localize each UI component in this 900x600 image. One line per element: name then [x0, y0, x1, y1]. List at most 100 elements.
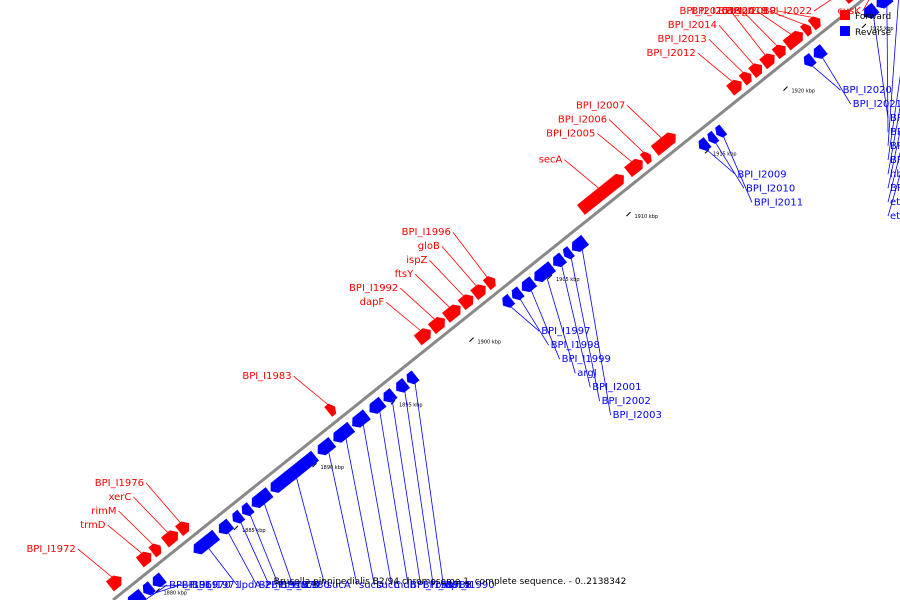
- gene-bpi-i2011-arrow[interactable]: [715, 124, 728, 138]
- gene-aspa-arrow[interactable]: [782, 30, 803, 51]
- gene-bpi-i1997-label[interactable]: BPI_I1997: [541, 326, 590, 337]
- gene-bpi-i2002-arrow[interactable]: [562, 246, 575, 260]
- gene-aspa-label[interactable]: aspA: [730, 6, 755, 17]
- gene-bpi-i2002-label[interactable]: BPI_I2002: [602, 396, 651, 407]
- gene-glob-label[interactable]: gloB: [418, 241, 440, 252]
- gene-bpi-i1972-label[interactable]: BPI_I1972: [26, 544, 75, 555]
- gene-omp19-arrow[interactable]: [396, 377, 411, 393]
- gene-succ-arrow[interactable]: [333, 421, 356, 443]
- gene-bpi-i2013-label[interactable]: BPI_I2013: [658, 34, 707, 45]
- gene-bpi-i1979-label[interactable]: BPI_I1979: [271, 580, 320, 591]
- gene-bpi-i1972-arrow[interactable]: [105, 575, 122, 592]
- gene-bpi-i2022-arrow[interactable]: [841, 0, 859, 4]
- gene-sucd-arrow[interactable]: [317, 436, 337, 456]
- gene-bpi-i1996-arrow[interactable]: [482, 276, 496, 291]
- gene-bpi-i1992-arrow[interactable]: [427, 316, 445, 335]
- gene-rimm-arrow[interactable]: [148, 543, 162, 558]
- gene-bpi-i2016-label[interactable]: BPI_I2016: [691, 6, 740, 17]
- gene-bpi-i1999-label[interactable]: BPI_I1999: [562, 354, 611, 365]
- gene-sucd-label[interactable]: sucD: [359, 580, 384, 591]
- gene-bpi-i2001-label[interactable]: BPI_I2001: [592, 382, 641, 393]
- gene-mdh-arrow[interactable]: [352, 409, 371, 428]
- gene-bpi-i2007-arrow[interactable]: [650, 132, 676, 156]
- gene-bpi-i2012-label[interactable]: BPI_I2012: [647, 48, 696, 59]
- gene-sucb-label[interactable]: sucB: [295, 580, 319, 591]
- gene-suca-label[interactable]: sucA: [327, 580, 351, 591]
- gene-bpi-i1992-label[interactable]: BPI_I1992: [349, 283, 398, 294]
- gene-bpi-i2014-label[interactable]: BPI_I2014: [668, 20, 717, 31]
- gene-bpi-i2023-label[interactable]: BPI_I2023: [890, 113, 900, 124]
- gene-bpi-i2001-arrow[interactable]: [553, 252, 568, 268]
- gene-etfa-1-label[interactable]: etfA-1: [890, 197, 900, 208]
- gene-bpi-i2021-arrow[interactable]: [813, 44, 828, 59]
- gene-bpi-i1988-arrow[interactable]: [383, 388, 398, 403]
- gene-bpi-i2020-arrow[interactable]: [803, 52, 817, 67]
- gene-seca-arrow[interactable]: [576, 173, 624, 215]
- gene-bpi-i1990-label[interactable]: BPI_I1990: [445, 580, 494, 591]
- gene-glob-arrow[interactable]: [470, 284, 486, 301]
- gene-bpi-i2010-label[interactable]: BPI_I2010: [746, 183, 795, 194]
- gene-bpi-i2003-arrow[interactable]: [571, 234, 590, 252]
- gene-bpi-i1971-label[interactable]: BPI_I1971: [192, 580, 241, 591]
- gene-bpi-i1978-arrow[interactable]: [218, 518, 235, 535]
- gene-etfb-1-label[interactable]: etfB-1: [890, 211, 900, 222]
- gene-bpi-i2015-arrow[interactable]: [759, 53, 775, 70]
- gene-bpi-i1970-arrow[interactable]: [142, 581, 156, 596]
- gene-bpi-i1980-arrow[interactable]: [241, 502, 255, 517]
- gene-bpi-i2013-arrow[interactable]: [738, 71, 752, 86]
- gene-bpi-i2005-arrow[interactable]: [624, 158, 643, 178]
- gene-bpi-i2014-arrow[interactable]: [748, 63, 763, 79]
- gene-bpi-i2003-label[interactable]: BPI_I2003: [613, 410, 662, 421]
- gene-bpi-i2016-arrow[interactable]: [771, 44, 786, 60]
- gene-dapf-arrow[interactable]: [413, 328, 431, 346]
- gene-ispz-label[interactable]: ispZ: [406, 255, 427, 266]
- gene-bpi-i1996-label[interactable]: BPI_I1996: [402, 227, 451, 238]
- gene-xerc-label[interactable]: xerC: [109, 492, 132, 503]
- gene-bpi-i1971-arrow[interactable]: [152, 572, 167, 588]
- gene-bpi-i1990-arrow[interactable]: [406, 370, 420, 385]
- gene-bpi-i2009-label[interactable]: BPI_I2009: [737, 169, 786, 180]
- gene-bpi-i2012-arrow[interactable]: [726, 79, 742, 96]
- gene-suca-arrow[interactable]: [270, 450, 320, 493]
- gene-bpi-i2024-arrow[interactable]: [876, 0, 894, 9]
- gene-bpi-i2015-label[interactable]: BPI_I2015: [680, 6, 729, 17]
- gene-bpi-i1978-label[interactable]: BPI_I1978: [259, 580, 308, 591]
- gene-bpi-i2010-arrow[interactable]: [707, 130, 720, 144]
- gene-bpi-i2024-label[interactable]: BPI_I2024: [890, 127, 900, 138]
- gene-seca-label[interactable]: secA: [539, 155, 563, 166]
- gene-bpi-i2027-label[interactable]: BPI_I2027: [890, 155, 900, 166]
- gene-bpi-i2019-arrow[interactable]: [807, 16, 821, 31]
- gene-bpi-i1983-label[interactable]: BPI_I1983: [242, 371, 291, 382]
- gene-argj-arrow[interactable]: [534, 261, 557, 283]
- gene-bpi-i2007-label[interactable]: BPI_I2007: [576, 100, 625, 111]
- gene-bpi-i2021-label[interactable]: BPI_I2021: [853, 99, 900, 110]
- gene-bpi-i2023-arrow[interactable]: [863, 2, 880, 19]
- gene-bpi-i2020-label[interactable]: BPI_I2020: [843, 85, 892, 96]
- gene-bpi-i2019-label[interactable]: BPI_I2019: [727, 6, 776, 17]
- gene-bpi-i1999-arrow[interactable]: [521, 276, 538, 293]
- gene-bpi-i1987-label[interactable]: BPI_I1987: [410, 580, 459, 591]
- gene-bpi-i2006-arrow[interactable]: [639, 151, 652, 165]
- gene-ispz-arrow[interactable]: [457, 294, 474, 311]
- gene-bpi-i2029-label[interactable]: BPI_I2029: [890, 183, 900, 194]
- gene-bpi-i1980-label[interactable]: BPI_I1980: [281, 580, 330, 591]
- gene-bpi-i1969-arrow[interactable]: [127, 588, 147, 600]
- gene-omp19-label[interactable]: omp19: [435, 580, 470, 591]
- gene-sucb-arrow[interactable]: [251, 487, 274, 509]
- gene-bpi-i2018-arrow[interactable]: [799, 23, 812, 37]
- gene-bpi-i1969-label[interactable]: BPI_I1969: [169, 580, 218, 591]
- gene-bpi-i2009-arrow[interactable]: [698, 137, 712, 151]
- gene-bpi-i1976-arrow[interactable]: [175, 521, 189, 537]
- gene-trmd-arrow[interactable]: [135, 551, 152, 568]
- gene-trmd-label[interactable]: trmD: [80, 520, 106, 531]
- gene-bpi-i2025-label[interactable]: BPI_I2025: [890, 141, 900, 152]
- gene-ftsy-label[interactable]: ftsY: [395, 269, 414, 280]
- gene-ftsy-arrow[interactable]: [441, 304, 461, 323]
- gene-bpi-i1997-arrow[interactable]: [502, 293, 516, 308]
- gene-bpi-i2005-label[interactable]: BPI_I2005: [546, 128, 595, 139]
- gene-bpi-i1979-arrow[interactable]: [232, 509, 246, 524]
- gene-succ-label[interactable]: sucC: [376, 580, 400, 591]
- gene-xerc-arrow[interactable]: [160, 530, 179, 548]
- gene-bpi-i1976-label[interactable]: BPI_I1976: [95, 478, 144, 489]
- gene-bpi-i2022-label[interactable]: BPI_I2022: [763, 6, 812, 17]
